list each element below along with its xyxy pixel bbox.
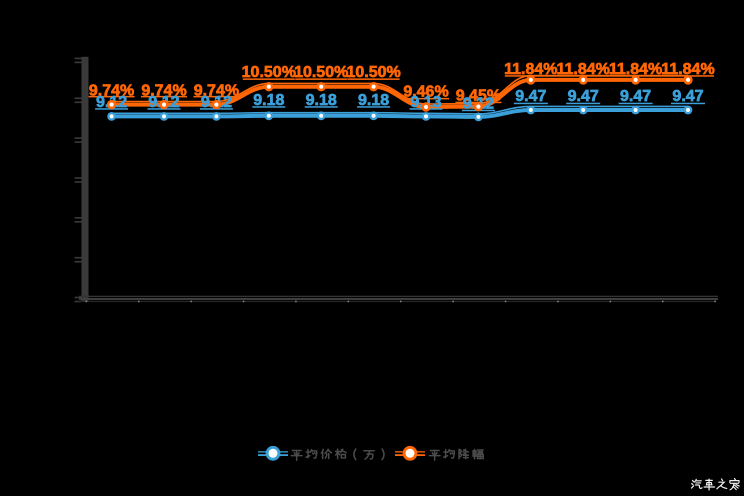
svg-text:10.50%: 10.50% (346, 64, 400, 81)
svg-text:9.47: 9.47 (568, 88, 599, 105)
svg-text:9.18: 9.18 (306, 92, 337, 109)
svg-text:11.84%: 11.84% (609, 61, 662, 78)
svg-text:10.50%: 10.50% (242, 64, 296, 81)
svg-text:11.84%: 11.84% (504, 61, 557, 78)
svg-text:11.84%: 11.84% (661, 61, 714, 78)
svg-text:9.46%: 9.46% (403, 84, 448, 101)
svg-text:9.47: 9.47 (515, 88, 546, 105)
svg-text:10.50%: 10.50% (294, 64, 348, 81)
svg-text:9.74%: 9.74% (194, 83, 239, 100)
svg-text:9.13: 9.13 (410, 94, 441, 111)
svg-text:9.47: 9.47 (620, 88, 651, 105)
svg-text:9.45%: 9.45% (456, 87, 501, 104)
svg-text:9.74%: 9.74% (89, 83, 134, 100)
svg-text:9.47: 9.47 (672, 88, 703, 105)
svg-text:9.74%: 9.74% (141, 83, 186, 100)
svg-text:11.84%: 11.84% (557, 61, 610, 78)
svg-text:9.18: 9.18 (358, 92, 389, 109)
svg-text:9.18: 9.18 (253, 92, 284, 109)
